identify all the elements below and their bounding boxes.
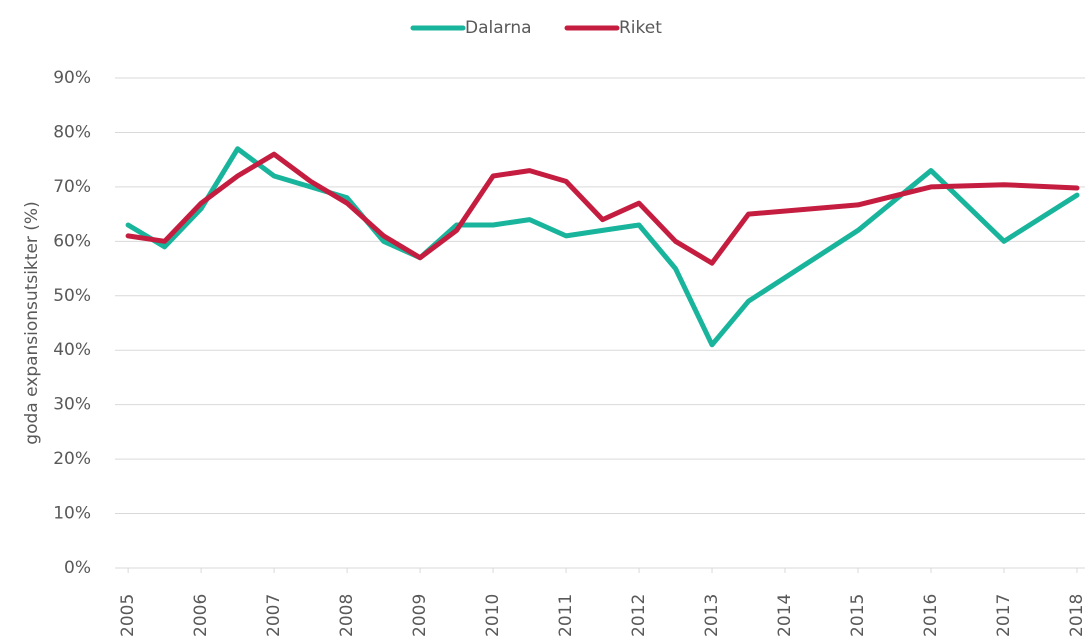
x-tick-label: 2006 [191, 594, 211, 637]
y-tick-label: 60% [53, 231, 91, 251]
x-tick-label: 2005 [118, 594, 138, 637]
x-tick-label: 2007 [264, 594, 284, 637]
y-tick-label: 80% [53, 122, 91, 142]
x-tick-label: 2017 [994, 594, 1014, 637]
y-tick-label: 30% [53, 395, 91, 415]
x-tick-label: 2014 [775, 594, 795, 637]
x-tick-label: 2009 [410, 594, 430, 637]
x-tick-label: 2015 [848, 594, 868, 637]
data-line [125, 151, 1080, 266]
y-tick-label: 70% [53, 177, 91, 197]
legend-label: Dalarna [465, 18, 532, 38]
y-tick-label: 40% [53, 340, 91, 360]
y-tick-label: 20% [53, 449, 91, 469]
x-tick-label: 2016 [921, 594, 941, 637]
x-tick-label: 2013 [702, 594, 722, 637]
legend-label: Riket [619, 18, 662, 38]
y-tick-label: 90% [53, 68, 91, 88]
data-line [125, 146, 1080, 348]
y-tick-label: 0% [64, 558, 91, 578]
y-tick-label: 10% [53, 504, 91, 524]
y-axis-label: goda expansionsutsikter (%) [22, 201, 42, 444]
y-tick-label: 50% [53, 286, 91, 306]
x-tick-label: 2008 [337, 594, 357, 637]
x-tick-label: 2018 [1067, 594, 1086, 637]
x-tick-label: 2012 [629, 594, 649, 637]
x-tick-label: 2011 [556, 594, 576, 637]
x-tick-label: 2010 [483, 594, 503, 637]
